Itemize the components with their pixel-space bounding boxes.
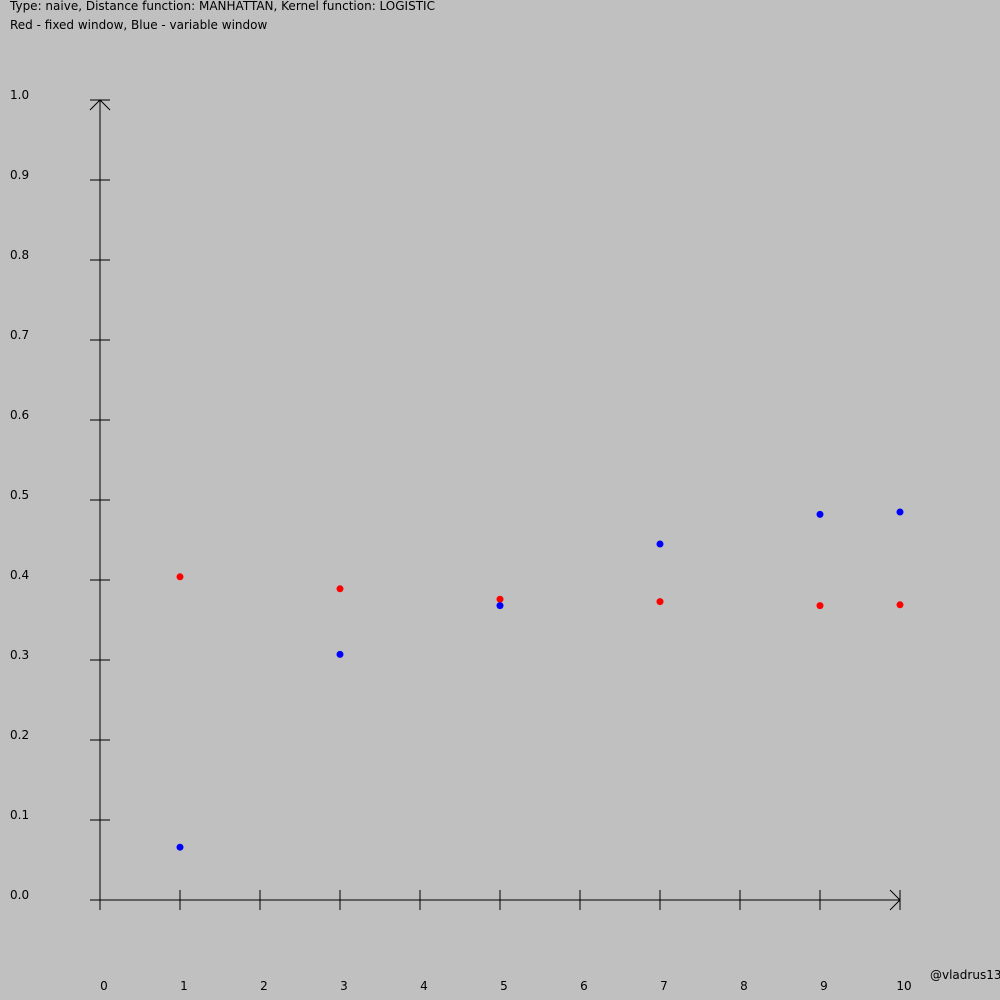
variable-window-point bbox=[816, 510, 824, 518]
axes bbox=[89, 99, 901, 911]
y-axis: 0.0 0.1 0.2 0.3 0.4 0.5 0.6 0.7 0.8 0.9 1.0 bbox=[10, 88, 110, 902]
x-tick-label: 8 bbox=[740, 979, 748, 993]
x-tick-label: 3 bbox=[340, 979, 348, 993]
x-tick-label: 10 bbox=[896, 979, 911, 993]
fixed-window-point bbox=[496, 595, 504, 603]
y-tick-label: 0.2 bbox=[10, 728, 29, 742]
variable-window-point bbox=[336, 650, 344, 658]
y-tick-label: 0.0 bbox=[10, 888, 29, 902]
x-tick-label: 2 bbox=[260, 979, 268, 993]
variable-window-point bbox=[496, 602, 504, 610]
data-points bbox=[176, 508, 904, 851]
x-axis: 0 1 2 3 4 5 6 7 8 9 10 bbox=[99, 890, 912, 993]
x-tick-label: 5 bbox=[500, 979, 508, 993]
y-tick-label: 1.0 bbox=[10, 88, 29, 102]
variable-window-point bbox=[176, 843, 184, 851]
author-watermark: @vladrus13 bbox=[930, 968, 1000, 982]
chart-info-line: Type: naive, Distance function: MANHATTA… bbox=[10, 0, 435, 13]
y-tick-label: 0.7 bbox=[10, 328, 29, 342]
y-tick-label: 0.3 bbox=[10, 648, 29, 662]
x-tick-label: 0 bbox=[100, 979, 108, 993]
x-tick-label: 1 bbox=[180, 979, 188, 993]
y-tick-label: 0.4 bbox=[10, 568, 29, 582]
x-tick-label: 6 bbox=[580, 979, 588, 993]
fixed-window-point bbox=[336, 585, 344, 593]
x-tick-label: 9 bbox=[820, 979, 828, 993]
variable-window-point bbox=[896, 508, 904, 516]
y-tick-label: 0.5 bbox=[10, 488, 29, 502]
fixed-window-point bbox=[816, 602, 824, 610]
variable-window-point bbox=[656, 540, 664, 548]
fixed-window-point bbox=[656, 598, 664, 606]
fixed-window-point bbox=[896, 601, 904, 609]
y-tick-label: 0.8 bbox=[10, 248, 29, 262]
chart-legend-line: Red - fixed window, Blue - variable wind… bbox=[10, 18, 268, 32]
x-tick-label: 4 bbox=[420, 979, 428, 993]
y-tick-label: 0.9 bbox=[10, 168, 29, 182]
fixed-window-point bbox=[176, 573, 184, 581]
x-tick-label: 7 bbox=[660, 979, 668, 993]
y-tick-label: 0.6 bbox=[10, 408, 29, 422]
y-tick-label: 0.1 bbox=[10, 808, 29, 822]
